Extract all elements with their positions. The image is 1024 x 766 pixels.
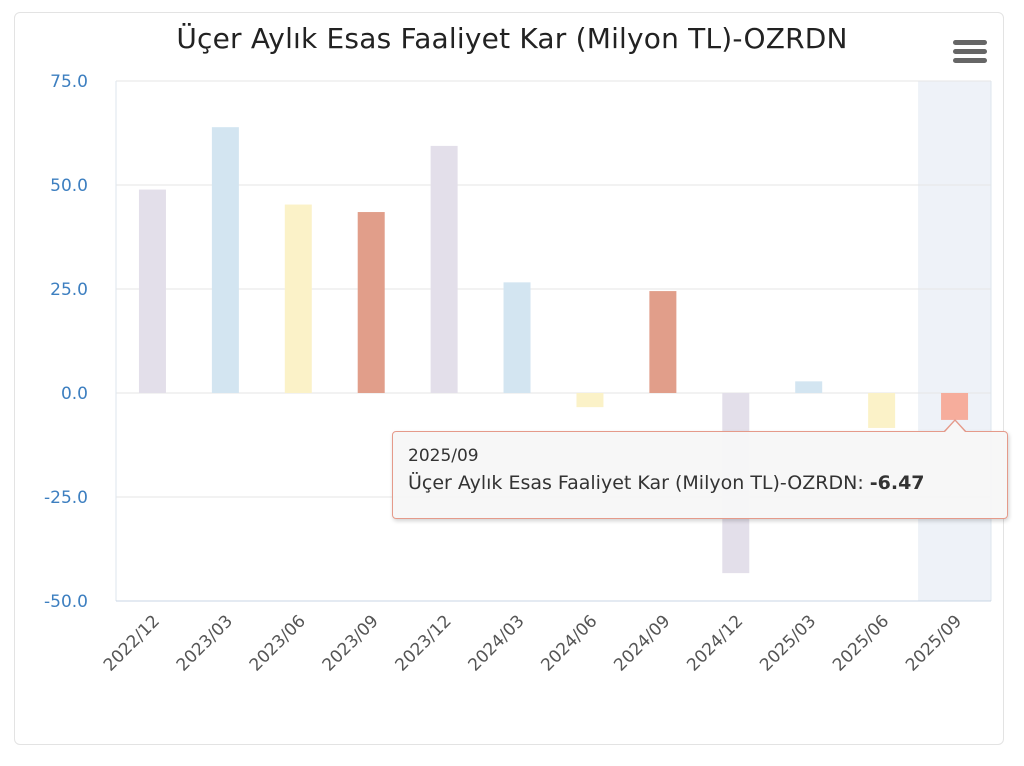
bar — [211, 127, 239, 394]
x-tick-label: 2024/12 — [683, 611, 747, 675]
bar — [941, 393, 969, 420]
x-tick-label: 2022/12 — [100, 611, 164, 675]
tooltip-category: 2025/09 — [408, 446, 479, 466]
tooltip-series-label: Üçer Aylık Esas Faaliyet Kar (Milyon TL)… — [408, 472, 870, 494]
bar — [503, 282, 531, 393]
tooltip-value: -6.47 — [869, 472, 925, 494]
bar — [284, 204, 312, 393]
tooltip-value-line: Üçer Aylık Esas Faaliyet Kar (Milyon TL)… — [408, 472, 925, 494]
tooltip: 2025/09 Üçer Aylık Esas Faaliyet Kar (Mi… — [392, 431, 1008, 519]
x-tick-label: 2025/03 — [756, 611, 820, 675]
x-tick-label: 2023/06 — [246, 611, 310, 675]
tooltip-arrow-inner — [945, 421, 965, 432]
x-tick-label: 2023/09 — [319, 611, 383, 675]
bar — [576, 393, 604, 408]
bar — [868, 393, 896, 428]
bar — [795, 381, 823, 393]
highlight-band — [918, 81, 991, 601]
x-tick-label: 2023/03 — [173, 611, 237, 675]
y-tick-label: -50.0 — [44, 592, 88, 612]
hamburger-menu-icon[interactable] — [953, 38, 987, 66]
y-tick-label: -25.0 — [44, 488, 88, 508]
bar — [430, 145, 458, 393]
bar — [649, 291, 677, 393]
x-tick-label: 2024/09 — [610, 611, 674, 675]
x-tick-label: 2023/12 — [392, 611, 456, 675]
x-tick-label: 2024/06 — [537, 611, 601, 675]
y-tick-label: 75.0 — [50, 72, 88, 92]
y-tick-label: 0.0 — [61, 384, 88, 404]
x-tick-label: 2025/06 — [829, 611, 893, 675]
chart-title: Üçer Aylık Esas Faaliyet Kar (Milyon TL)… — [176, 22, 848, 55]
bar — [357, 212, 385, 393]
x-tick-label: 2025/09 — [902, 611, 966, 675]
y-tick-label: 50.0 — [50, 176, 88, 196]
bar — [138, 189, 166, 393]
x-tick-label: 2024/03 — [464, 611, 528, 675]
y-tick-label: 25.0 — [50, 280, 88, 300]
